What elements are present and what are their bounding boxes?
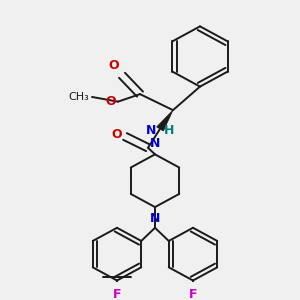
Text: O: O bbox=[111, 128, 122, 141]
Text: O: O bbox=[108, 58, 119, 71]
Text: N: N bbox=[146, 124, 156, 137]
Text: N: N bbox=[150, 137, 160, 150]
Text: N: N bbox=[150, 212, 160, 225]
Polygon shape bbox=[157, 110, 173, 131]
Text: O: O bbox=[105, 95, 116, 108]
Text: H: H bbox=[164, 124, 174, 137]
Text: F: F bbox=[189, 288, 197, 300]
Text: F: F bbox=[113, 288, 121, 300]
Text: CH₃: CH₃ bbox=[68, 92, 89, 102]
